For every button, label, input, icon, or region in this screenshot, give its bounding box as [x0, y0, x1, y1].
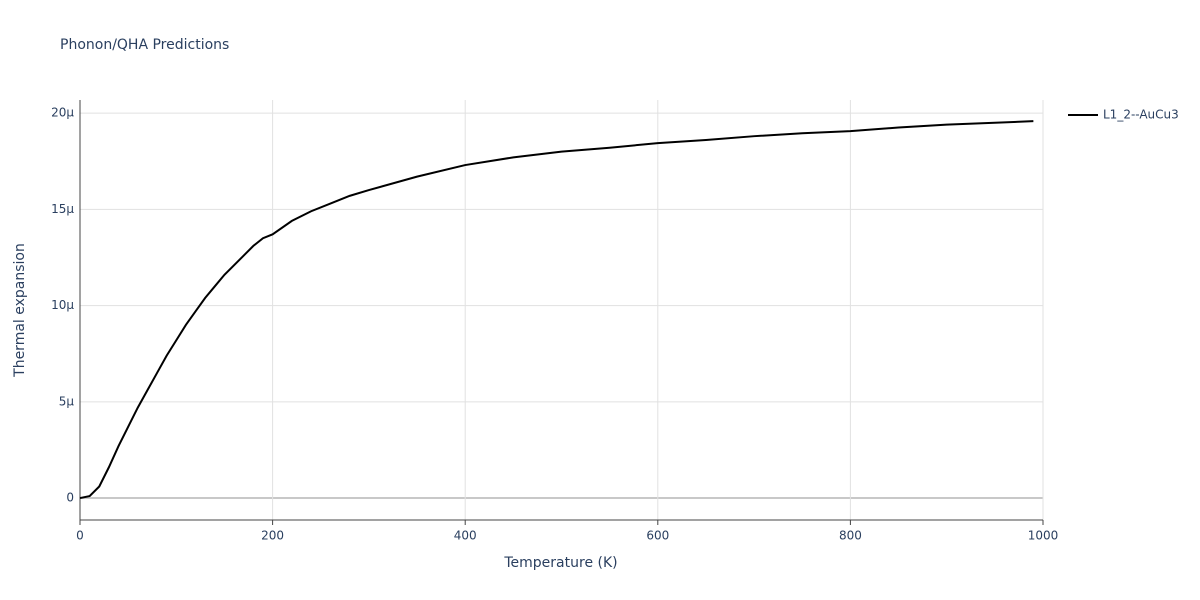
- y-tick-label: 5μ: [59, 394, 75, 408]
- chart-title: Phonon/QHA Predictions: [60, 37, 229, 53]
- x-axis-label: Temperature (K): [503, 555, 617, 571]
- x-tick-label: 800: [839, 529, 862, 543]
- y-tick-label: 10μ: [51, 298, 74, 312]
- x-tick-label: 200: [261, 529, 284, 543]
- y-axis-label: Thermal expansion: [12, 243, 28, 378]
- y-tick-label: 0: [66, 491, 74, 505]
- x-tick-label: 400: [454, 529, 477, 543]
- y-tick-label: 20μ: [51, 106, 74, 120]
- legend-label: L1_2--AuCu3: [1103, 108, 1179, 122]
- x-tick-label: 600: [646, 529, 669, 543]
- line-series: [79, 120, 1034, 500]
- x-tick-label: 1000: [1028, 529, 1059, 543]
- x-tick-label: 0: [76, 529, 84, 543]
- y-tick-label: 15μ: [51, 202, 74, 216]
